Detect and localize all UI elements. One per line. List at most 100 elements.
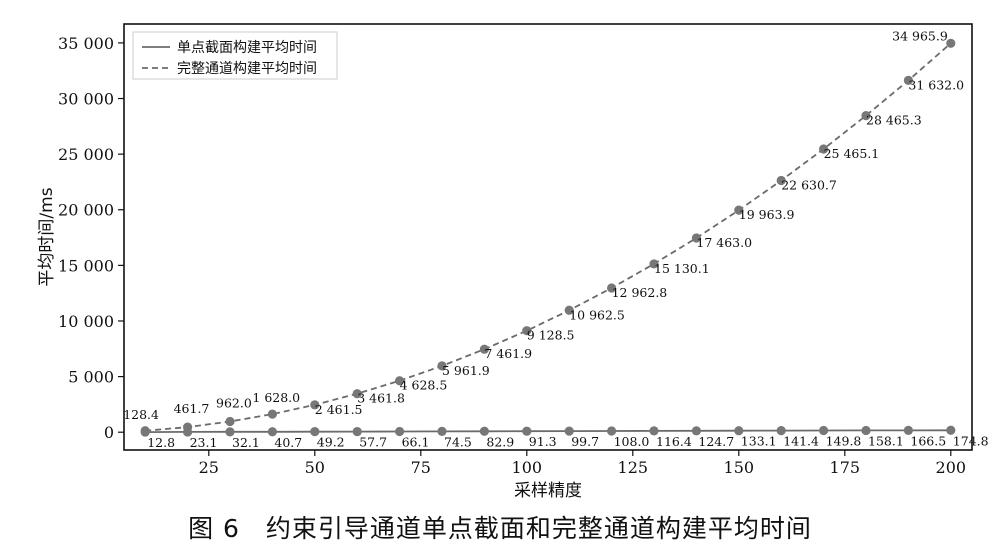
data-label-single-section: 141.4	[783, 434, 819, 449]
data-label-single-section: 166.5	[910, 433, 946, 448]
data-label-single-section: 23.1	[190, 435, 218, 450]
data-point-full-channel	[352, 389, 362, 399]
data-label-single-section: 174.8	[953, 433, 989, 448]
data-point-full-channel	[564, 305, 574, 315]
data-point-single-section	[267, 427, 277, 437]
data-point-single-section	[734, 426, 744, 436]
y-tick-label: 30 000	[58, 90, 114, 109]
series-line-single-section	[145, 429, 951, 433]
data-label-single-section: 133.1	[741, 434, 777, 449]
data-point-full-channel	[437, 361, 447, 371]
data-label-single-section: 108.0	[614, 434, 650, 449]
y-tick-label: 15 000	[58, 256, 114, 275]
data-point-full-channel	[946, 38, 956, 48]
x-tick-label: 125	[618, 458, 649, 477]
data-label-full-channel: 128.4	[123, 407, 159, 422]
data-point-full-channel	[522, 326, 532, 336]
data-point-single-section	[819, 425, 829, 436]
data-label-full-channel: 10 962.5	[569, 307, 625, 322]
data-label-full-channel: 31 632.0	[908, 77, 964, 92]
data-point-full-channel	[225, 416, 235, 427]
data-label-single-section: 158.1	[868, 433, 904, 448]
figure-caption: 图 6 约束引导通道单点截面和完整通道构建平均时间	[188, 514, 812, 543]
data-point-full-channel	[310, 400, 320, 410]
data-label-full-channel: 2 461.5	[315, 402, 363, 417]
data-point-full-channel	[819, 144, 829, 154]
data-point-single-section	[607, 426, 617, 436]
data-label-single-section: 49.2	[317, 435, 345, 450]
data-label-single-section: 74.5	[444, 434, 472, 449]
y-tick-label: 20 000	[58, 201, 114, 220]
legend-box	[132, 31, 338, 80]
data-label-single-section: 99.7	[571, 434, 599, 449]
line-chart: 25 50 75 100 125 150 175 200 0 5 000 10 000 15 000 2…	[37, 23, 989, 501]
data-label-full-channel: 461.7	[174, 401, 210, 416]
data-point-full-channel	[479, 344, 489, 354]
chart-area: 25 50 75 100 125 150 175 200 0 5 000 10 000 15 000 2…	[37, 23, 989, 501]
data-label-single-section: 12.8	[147, 435, 175, 450]
x-tick-label: 25	[199, 458, 219, 477]
y-tick-label: 35 000	[58, 34, 114, 53]
data-label-full-channel: 12 962.8	[612, 285, 668, 300]
y-tick-label: 5 000	[68, 368, 114, 387]
x-tick-label: 175	[830, 458, 861, 477]
data-label-full-channel: 17 463.0	[696, 235, 752, 250]
data-label-full-channel: 5 961.9	[442, 363, 490, 378]
series-line-full-channel	[145, 42, 952, 432]
y-axis-title: 平均时间/ms	[37, 187, 57, 286]
data-label-single-section: 32.1	[232, 435, 260, 450]
data-point-full-channel	[267, 409, 277, 419]
data-label-single-section: 124.7	[698, 434, 734, 449]
data-point-single-section	[225, 427, 235, 437]
x-tick-label: 50	[305, 458, 325, 477]
data-label-full-channel: 4 628.5	[400, 378, 448, 393]
data-label-full-channel: 1 628.0	[252, 390, 300, 405]
plot-frame	[123, 23, 973, 451]
y-tick-label: 0	[104, 423, 114, 442]
y-tick-label: 10 000	[58, 312, 114, 331]
data-label-full-channel: 34 965.9	[892, 28, 948, 43]
data-point-full-channel	[607, 283, 617, 293]
x-tick-label: 75	[411, 458, 431, 477]
data-point-single-section	[352, 426, 362, 437]
data-point-full-channel	[776, 175, 786, 186]
data-point-single-section	[903, 425, 914, 435]
legend-label-single-section: 单点截面构建平均时间	[177, 40, 317, 56]
data-label-single-section: 116.4	[656, 434, 692, 449]
data-label-single-section: 57.7	[359, 435, 387, 450]
data-label-single-section: 66.1	[402, 434, 430, 449]
y-tick-label: 25 000	[58, 145, 114, 164]
data-point-single-section	[776, 426, 786, 436]
data-label-full-channel: 15 130.1	[654, 261, 710, 276]
data-label-full-channel: 28 465.3	[866, 113, 922, 128]
x-tick-label: 100	[512, 458, 543, 477]
x-tick-label: 200	[936, 458, 967, 477]
data-point-single-section	[649, 426, 659, 436]
data-label-full-channel: 3 461.8	[357, 391, 405, 406]
data-label-full-channel: 19 963.9	[739, 207, 795, 222]
data-point-full-channel	[734, 205, 744, 215]
data-label-full-channel: 25 465.1	[824, 146, 880, 161]
legend-label-full-channel: 完整通道构建平均时间	[177, 61, 317, 77]
data-point-single-section	[861, 425, 871, 436]
data-point-single-section	[437, 426, 447, 436]
data-label-single-section: 82.9	[486, 434, 514, 449]
data-point-single-section	[395, 426, 405, 437]
data-label-full-channel: 22 630.7	[781, 177, 837, 192]
data-label-full-channel: 962.0	[216, 396, 252, 411]
data-point-single-section	[564, 426, 574, 436]
data-label-single-section: 40.7	[274, 435, 302, 450]
data-point-single-section	[946, 425, 956, 435]
data-point-single-section	[691, 426, 702, 436]
data-point-full-channel	[395, 376, 405, 386]
data-point-single-section	[522, 426, 532, 436]
data-label-single-section: 149.8	[826, 434, 862, 449]
data-point-full-channel	[691, 233, 702, 243]
data-point-single-section	[310, 427, 320, 437]
data-point-single-section	[479, 426, 489, 436]
data-point-full-channel	[903, 75, 914, 85]
data-point-full-channel	[140, 426, 150, 436]
data-point-full-channel	[861, 110, 871, 121]
data-label-single-section: 91.3	[529, 434, 557, 449]
